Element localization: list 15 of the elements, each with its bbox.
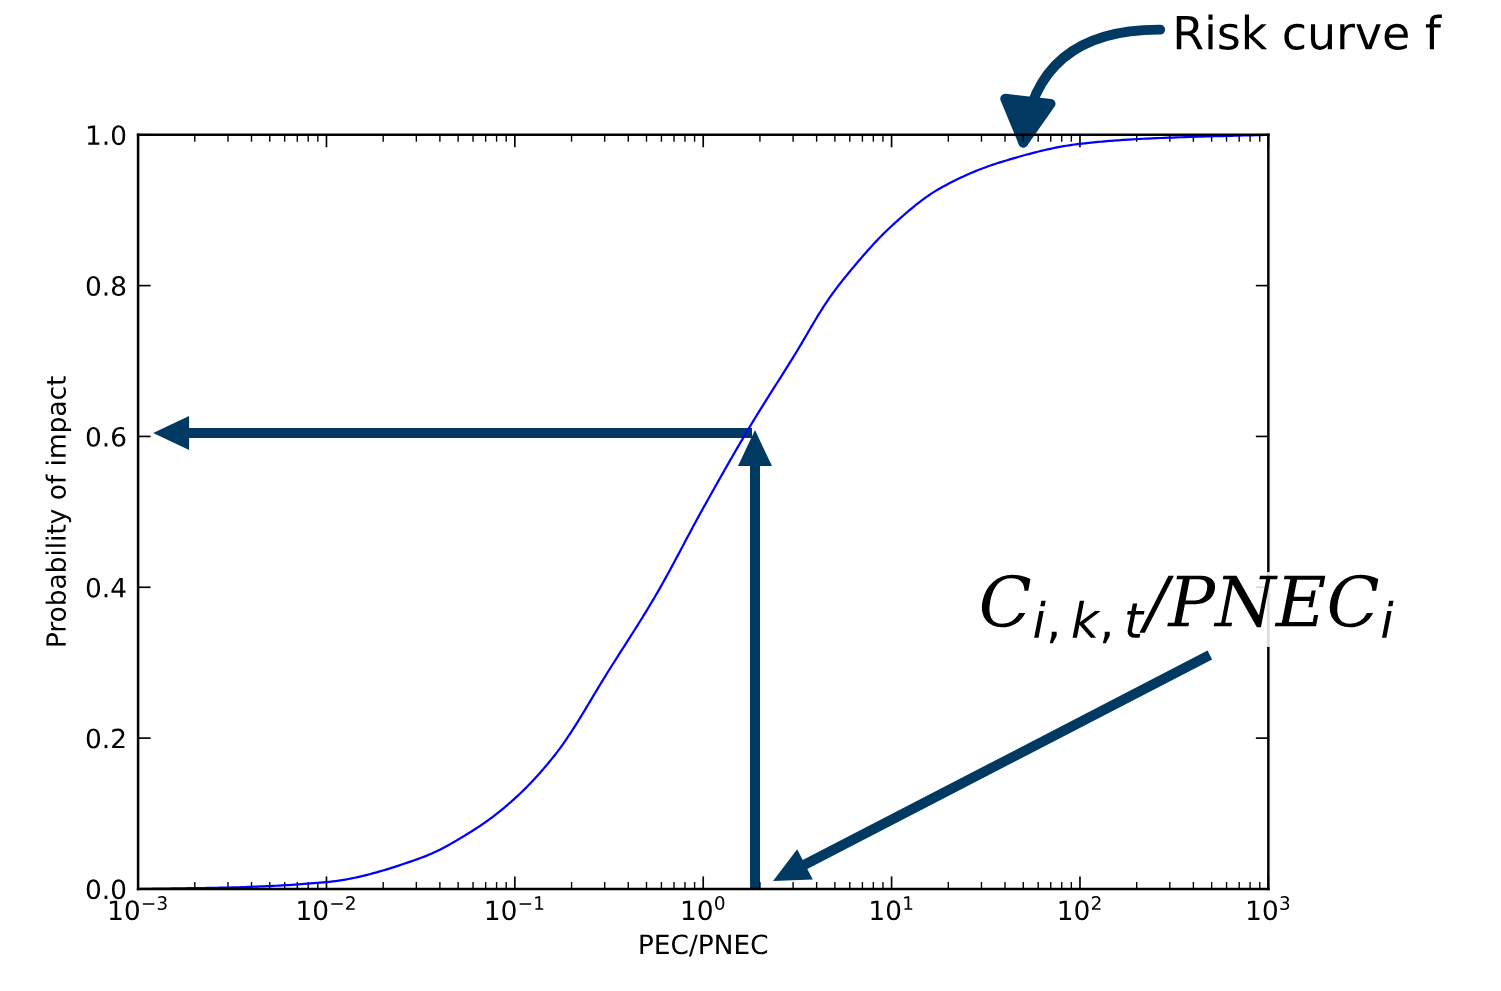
x-tick-label: 10$^{0}$: [682, 896, 725, 921]
y-tick-label: 0.6: [86, 426, 126, 447]
y-tick-label: 0.8: [86, 276, 126, 297]
x-axis-title: PEC/PNEC: [640, 934, 768, 957]
x-tick-label: 10$^{2}$: [1059, 896, 1101, 921]
text: Risk curve f: [1176, 14, 1442, 50]
x-tick-label: 10$^{−2}$: [298, 896, 355, 921]
y-tick-label: 1.0: [87, 125, 126, 146]
x-tick-label: 10$^{−1}$: [486, 896, 544, 921]
x-tick-label: 10$^{3}$: [1248, 896, 1290, 921]
y-tick-label: 0.4: [86, 577, 126, 598]
y-tick-label: 0.2: [86, 728, 125, 749]
annotation: C$_{i,k,t}$/PNEC$_{i}$: [981, 574, 1394, 644]
y-axis-title: Probability of impact: [45, 376, 72, 646]
x-tick-label: 10$^{1}$: [871, 896, 913, 921]
